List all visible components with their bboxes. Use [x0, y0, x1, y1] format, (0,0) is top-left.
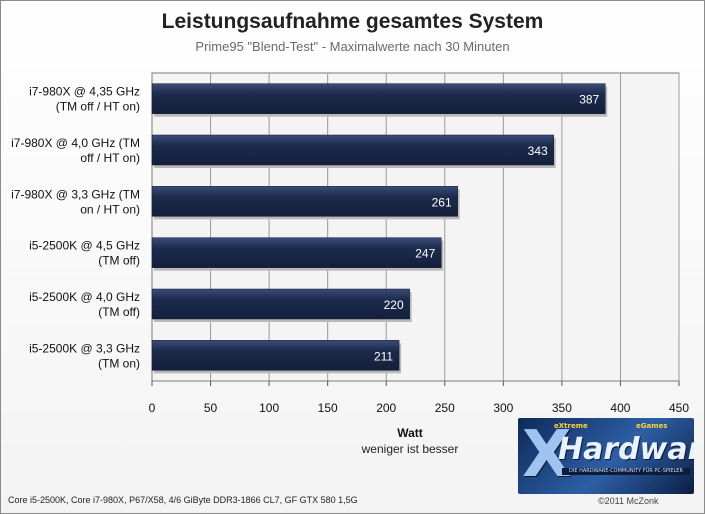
bar [151, 83, 606, 114]
x-tick-label: 0 [149, 401, 156, 415]
plot-area [151, 72, 680, 382]
y-tick-label: off / HT on) [80, 151, 140, 165]
x-tick-label: 250 [435, 401, 455, 415]
bar [151, 237, 442, 268]
x-axis-note: weniger ist besser [361, 442, 459, 456]
y-tick-label: i5-2500K @ 3,3 GHz [29, 341, 140, 355]
logo-top-left-text: eXtreme [554, 422, 588, 430]
bar-value-label: 343 [528, 144, 548, 158]
logo-top-right-text: eGames [636, 422, 668, 430]
y-tick-label: (TM off) [98, 305, 140, 319]
x-tick-label: 400 [610, 401, 630, 415]
x-axis-title: Watt [397, 426, 423, 440]
y-tick-label: i5-2500K @ 4,0 GHz [29, 290, 140, 304]
x-tick-label: 350 [552, 401, 572, 415]
logo-tagline: DIE HARDWARE-COMMUNITY FÜR PC-SPIELER [562, 468, 690, 475]
chart-title: Leistungsaufnahme gesamtes System [161, 10, 544, 33]
bar-value-label: 387 [579, 93, 599, 107]
y-tick-label: i5-2500K @ 4,5 GHz [29, 239, 140, 253]
x-tick-label: 450 [669, 401, 689, 415]
bar-value-label: 247 [415, 247, 435, 261]
bar-value-label: 261 [432, 195, 452, 209]
extreme-hardware-logo: X eXtreme eGames Hardware DIE HARDWARE-C… [518, 418, 694, 494]
bar [151, 186, 458, 217]
y-tick-label: i7-980X @ 3,3 GHz (TM [11, 187, 140, 201]
bar [151, 134, 554, 166]
bar-value-label: 211 [374, 349, 393, 363]
bar [151, 288, 410, 320]
copyright-text: ©2011 McZonk [598, 496, 659, 506]
x-tick-label: 200 [376, 401, 396, 415]
y-tick-label: i7-980X @ 4,0 GHz (TM [11, 136, 140, 150]
x-tick-label: 300 [493, 401, 513, 415]
y-tick-label: on / HT on) [80, 202, 140, 216]
y-tick-label: (TM on) [98, 356, 140, 370]
logo-x-mark: X [522, 418, 572, 492]
bar [151, 340, 400, 371]
logo-wordmark: Hardware [558, 432, 694, 467]
x-tick-label: 150 [318, 401, 338, 415]
x-tick-label: 50 [204, 401, 218, 415]
x-tick-label: 100 [259, 401, 279, 415]
y-tick-label: i7-980X @ 4,35 GHz [29, 85, 140, 99]
y-tick-label: (TM off / HT on) [56, 100, 140, 114]
chart-subtitle: Prime95 "Blend-Test" - Maximalwerte nach… [195, 39, 510, 54]
footer-specs: Core i5-2500K, Core i7-980X, P67/X58, 4/… [8, 495, 358, 505]
y-tick-label: (TM off) [98, 254, 140, 268]
bar-value-label: 220 [384, 298, 404, 312]
